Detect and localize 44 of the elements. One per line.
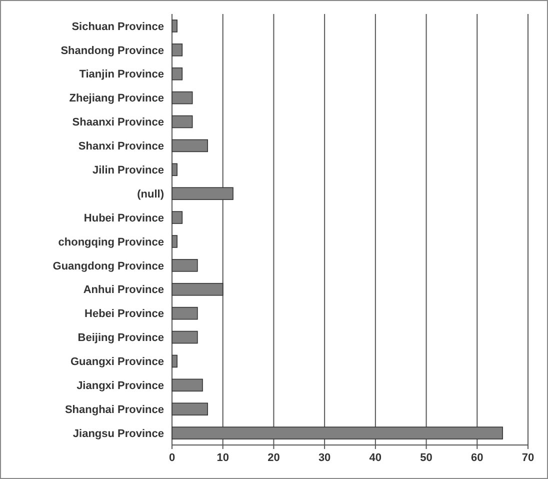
y-tick-label: Jiangxi Province — [76, 380, 164, 392]
bar — [172, 235, 178, 248]
y-tick-label: Shanghai Province — [64, 404, 164, 416]
x-tick-label: 10 — [216, 452, 229, 464]
bar — [172, 67, 183, 80]
y-tick-label: Shaanxi Province — [72, 116, 164, 129]
y-tick-label: Sichuan Province — [72, 20, 164, 33]
y-tick-label: Anhui Province — [83, 284, 164, 296]
bar — [172, 259, 198, 272]
y-tick-label: Guangxi Province — [70, 356, 164, 368]
bar — [172, 282, 224, 296]
bar — [172, 20, 178, 32]
bar — [172, 163, 178, 176]
bar — [172, 354, 178, 368]
bar — [172, 139, 208, 152]
y-tick-label: Hebei Province — [84, 308, 164, 320]
y-tick-label: Hubei Province — [84, 212, 164, 224]
y-tick-label: Shanxi Province — [78, 140, 164, 153]
x-tick-label: 30 — [318, 452, 331, 464]
y-tick-label: Zhejiang Province — [69, 92, 164, 105]
bar — [172, 306, 198, 320]
y-tick-label: chongqing Province — [58, 236, 164, 248]
y-tick-label: Tianjin Province — [79, 68, 164, 81]
bar — [172, 211, 183, 224]
bar — [172, 44, 183, 56]
bar — [172, 91, 193, 104]
y-tick-label: Beijing Province — [78, 332, 164, 344]
y-tick-label: Jilin Province — [92, 164, 164, 176]
bar — [172, 402, 208, 416]
x-tick-label: 40 — [369, 452, 382, 464]
bar — [172, 115, 193, 128]
bar — [172, 187, 234, 200]
bar — [172, 378, 203, 392]
x-tick-label: 60 — [471, 452, 484, 464]
x-tick-label: 70 — [522, 452, 534, 464]
y-tick-label: Jiangsu Province — [72, 428, 164, 440]
x-tick-label: 50 — [420, 452, 432, 464]
y-tick-label: (null) — [137, 188, 164, 200]
x-tick-label: 0 — [168, 452, 176, 464]
bar — [172, 330, 198, 344]
y-tick-label: Shandong Province — [60, 44, 164, 57]
y-tick-label: Guangdong Province — [52, 260, 164, 272]
bar — [172, 426, 503, 440]
x-tick-label: 20 — [268, 452, 280, 464]
